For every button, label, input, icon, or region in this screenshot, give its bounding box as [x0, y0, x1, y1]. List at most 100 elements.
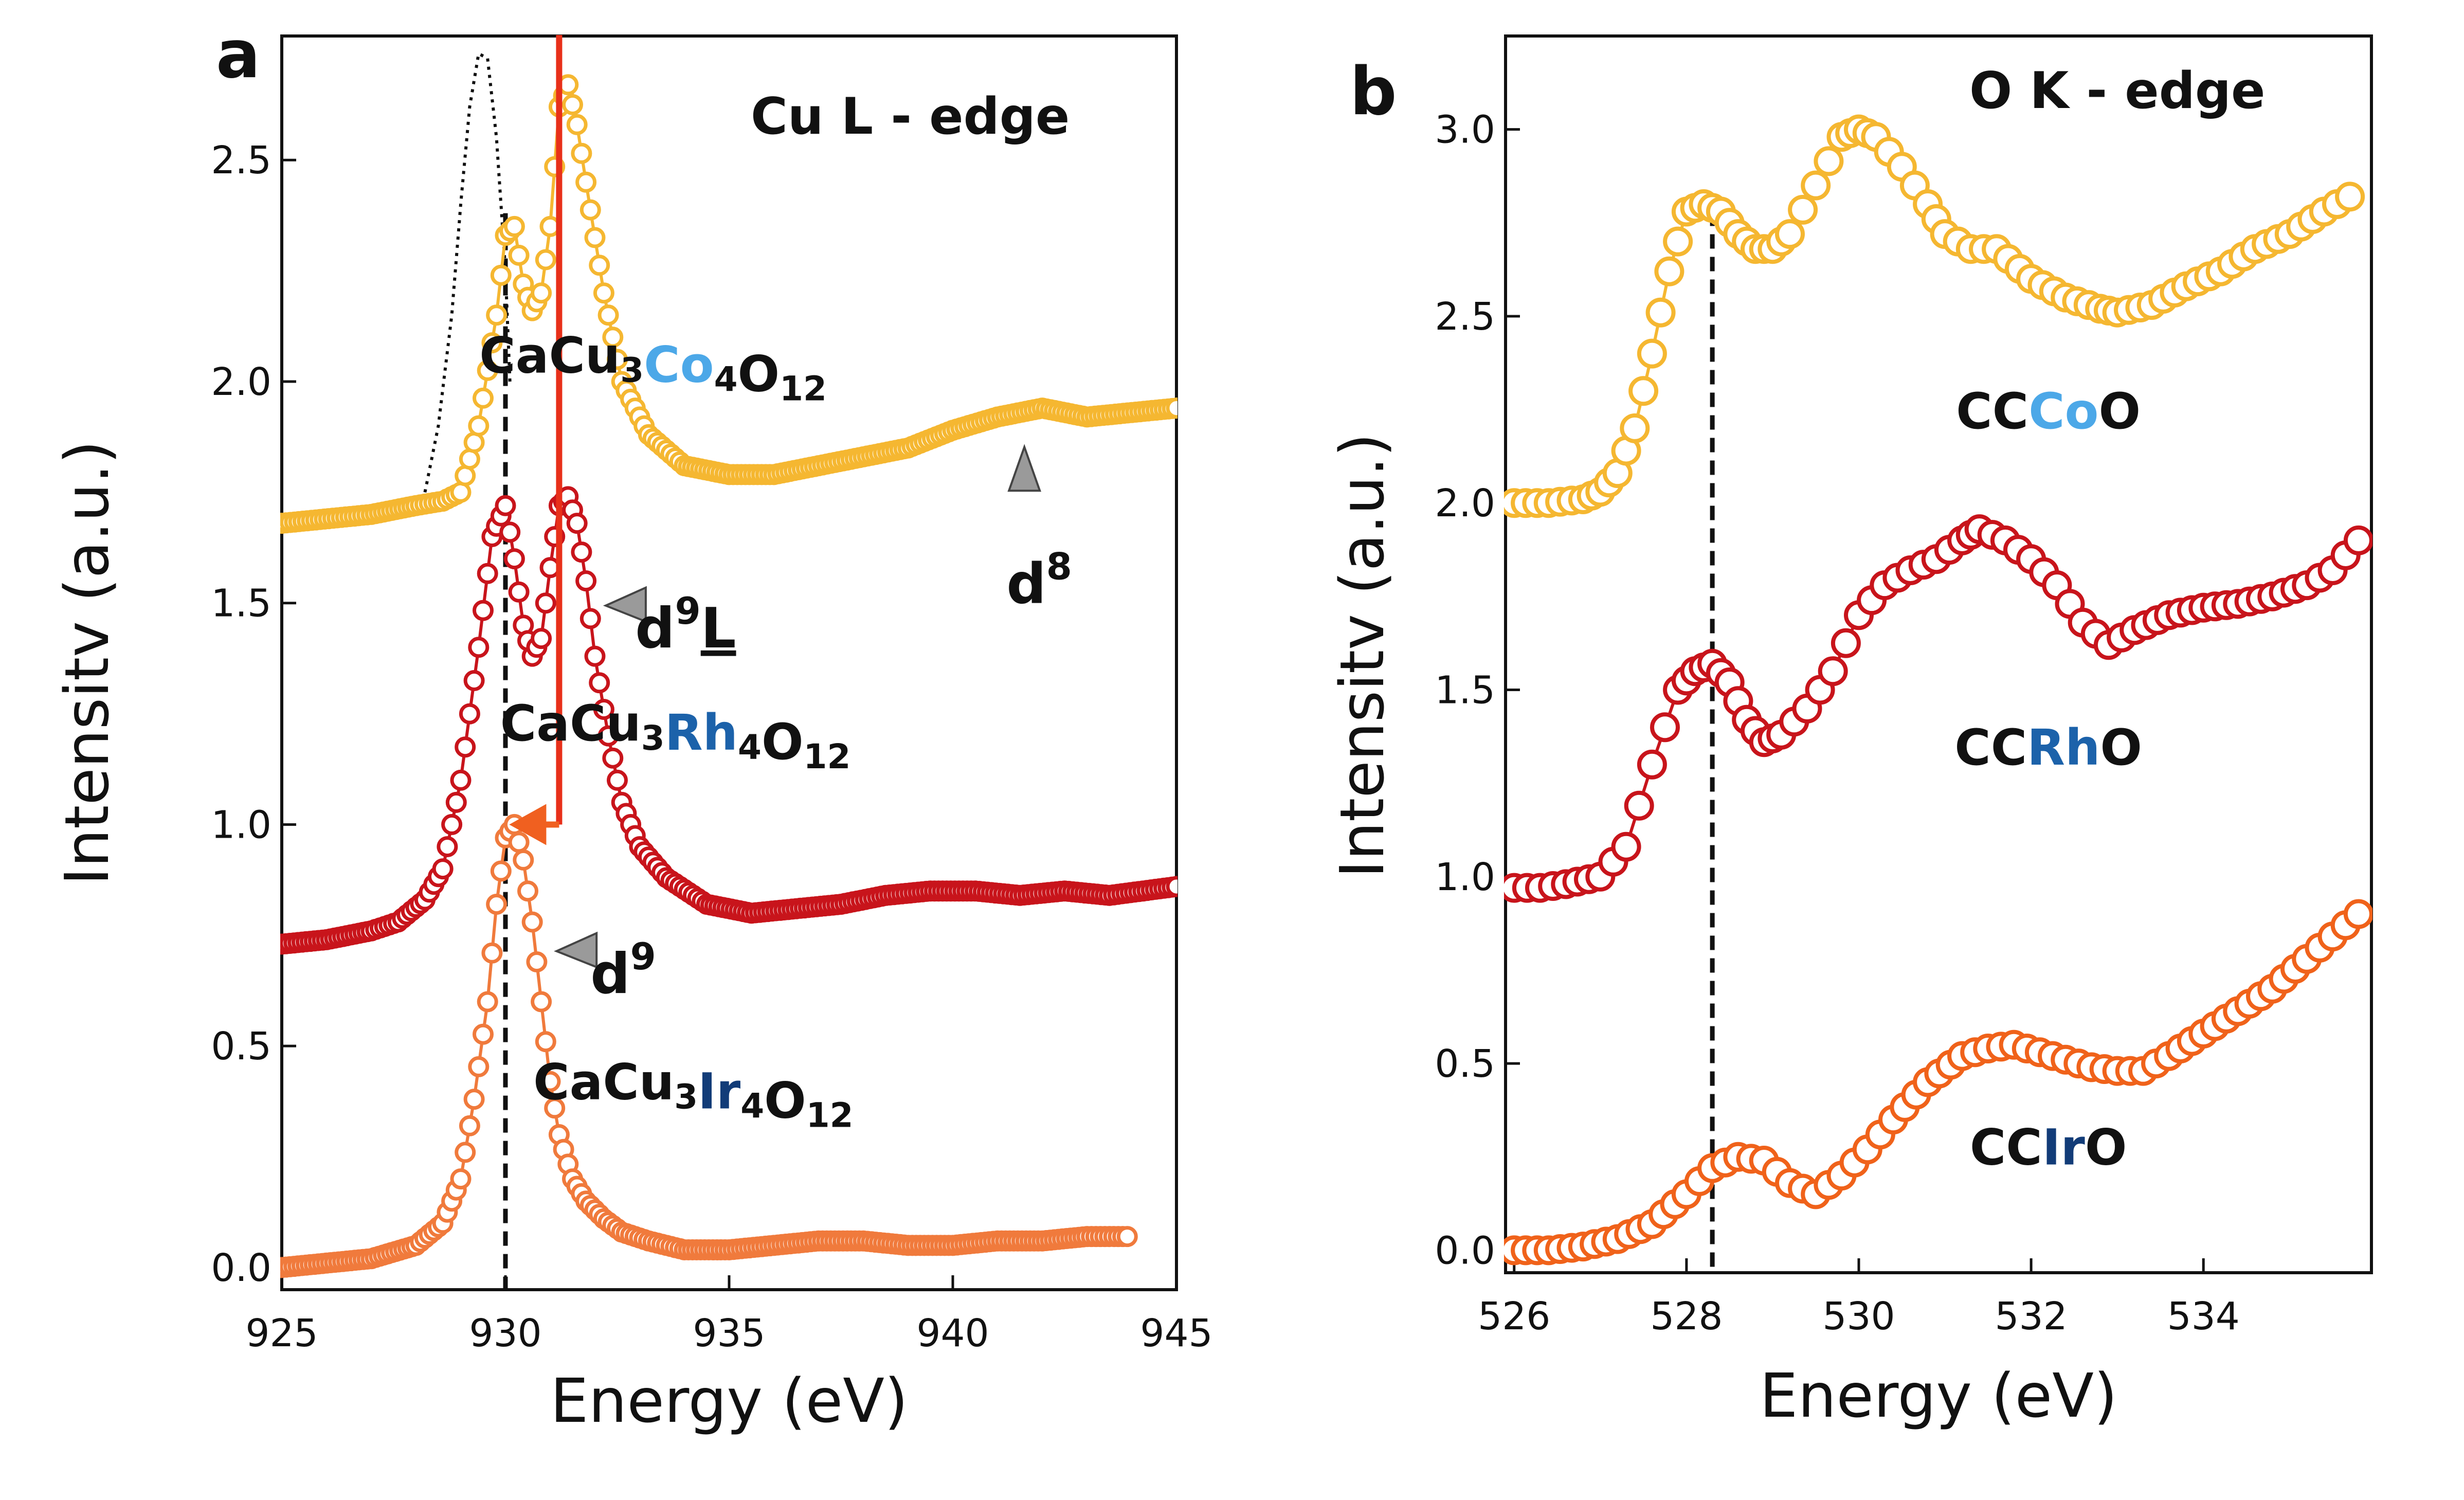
- b-data-point: [1637, 338, 1667, 369]
- b-sample-label-1: CCRhO: [1954, 719, 2142, 776]
- a-data-point: [607, 769, 628, 791]
- sample-labels-a: CaCu3Co4O12 CaCu3Rh4O12 CaCu3Ir4O12: [479, 327, 853, 1135]
- annotation-marker-1: [603, 586, 647, 623]
- a-data-point: [450, 769, 472, 791]
- a-data-point: [602, 327, 624, 348]
- a-data-point: [477, 563, 498, 584]
- a-data-point: [593, 699, 614, 720]
- a-data-point: [477, 359, 498, 381]
- a-data-point: [607, 349, 628, 370]
- a-ytick-label-2: 1.0: [211, 803, 271, 847]
- a-data-point: [526, 951, 548, 972]
- a-data-point: [531, 282, 552, 304]
- a-data-point: [584, 645, 606, 667]
- b-data-point: [1775, 219, 1805, 249]
- b-data-point: [1637, 749, 1667, 780]
- a-data-point: [450, 1168, 472, 1190]
- b-data-point: [1624, 790, 1654, 821]
- sample-labels-b: CCCoO CCRhO CCIrO: [1954, 383, 2142, 1176]
- a-xtick-label-3: 940: [916, 1311, 989, 1356]
- a-data-point: [508, 581, 530, 603]
- a-data-point: [441, 814, 463, 835]
- a-data-point: [513, 849, 534, 871]
- a-data-point: [459, 703, 480, 725]
- annotation-label-1: d9L: [635, 589, 736, 661]
- x-axis-ticks-b: 526 528 530 532 534: [1478, 1258, 2240, 1339]
- a-ytick-label-5: 2.5: [211, 138, 271, 183]
- a-data-point: [521, 911, 543, 933]
- a-sample-label-0: CaCu3Co4O12: [479, 327, 827, 409]
- a-sample-label-1: CaCu3Rh4O12: [500, 695, 851, 776]
- a-data-point: [531, 628, 552, 649]
- b-sample-label-0: CCCoO: [1956, 383, 2141, 440]
- b-series-1: [1504, 514, 2372, 903]
- a-data-point: [539, 1071, 561, 1092]
- b-ytick-label-1: 0.5: [1435, 1042, 1495, 1086]
- shift-arrow: [509, 35, 563, 845]
- b-data-point: [1801, 170, 1831, 201]
- b-ytick-label-6: 3.0: [1435, 108, 1495, 152]
- a-data-point: [495, 495, 516, 516]
- a-data-point: [531, 991, 552, 1013]
- b-data-point: [1818, 656, 1848, 686]
- a-data-point: [486, 894, 508, 915]
- a-data-point: [445, 791, 467, 813]
- b-series-line-1: [1514, 527, 2360, 890]
- b-data-point: [2335, 182, 2365, 212]
- b-data-point: [1663, 226, 1693, 257]
- reference-curve: [423, 51, 512, 493]
- b-data-point: [1831, 628, 1861, 658]
- y-axis-ticks-b: 0.0 0.5 1.0 1.5 2.0 2.5 3.0: [1435, 108, 1520, 1273]
- a-data-point: [463, 1089, 485, 1110]
- a-data-point: [597, 725, 619, 747]
- annotations-a: d8 d9L d9: [554, 444, 1072, 1006]
- a-data-point: [579, 199, 601, 221]
- a-data-point: [437, 836, 458, 857]
- a-data-point: [535, 1031, 556, 1053]
- a-data-point: [481, 942, 503, 964]
- a-data-point: [455, 1142, 476, 1163]
- a-data-point: [571, 541, 592, 563]
- a-data-point: [463, 670, 485, 691]
- b-xtick-label-0: 526: [1478, 1294, 1550, 1339]
- a-data-point: [450, 481, 472, 503]
- a-data-point: [589, 672, 610, 694]
- b-sample-label-2: CCIrO: [1970, 1118, 2127, 1176]
- a-data-point: [432, 858, 454, 880]
- annotation-label-2: d9: [590, 935, 656, 1006]
- a-data-point: [1166, 876, 1177, 897]
- plot-area-a: [280, 35, 1177, 1290]
- a-series-line-0: [281, 79, 1177, 525]
- a-data-point: [481, 332, 503, 354]
- series-group-b: [1504, 114, 2372, 1266]
- b-ytick-label-0: 0.0: [1435, 1228, 1495, 1273]
- x-axis-label-a: Energy (eV): [550, 1365, 908, 1436]
- x-axis-ticks-a: 925 930 935 940 945: [245, 1275, 1213, 1356]
- a-data-point: [566, 114, 588, 135]
- a-data-point: [597, 304, 619, 326]
- arrow-head: [509, 804, 547, 845]
- x-axis-label-b: Energy (eV): [1760, 1360, 2117, 1431]
- series-group-a: [280, 74, 1177, 1278]
- a-data-point: [575, 570, 597, 592]
- b-data-point: [1654, 256, 1684, 286]
- a-data-point: [473, 387, 494, 409]
- a-xtick-label-1: 930: [469, 1311, 541, 1356]
- b-xtick-label-4: 534: [2167, 1294, 2240, 1339]
- a-data-point: [459, 1115, 480, 1136]
- a-xtick-label-4: 945: [1140, 1311, 1212, 1356]
- a-data-point: [468, 637, 490, 658]
- a-data-point: [566, 513, 588, 534]
- chart-title-a: Cu L - edge: [751, 87, 1070, 146]
- a-data-point: [503, 215, 525, 237]
- a-series-0: [280, 74, 1177, 534]
- b-xtick-label-1: 528: [1650, 1294, 1723, 1339]
- panel-a: 0.0 0.5 1.0 1.5 2.0 2.5 925 930 935 940 945 d8 d9L…: [51, 16, 1213, 1436]
- y-axis-label-b: Intensitv (a.u.): [1327, 433, 1398, 878]
- a-data-point: [499, 521, 521, 543]
- a-ytick-label-3: 1.5: [211, 582, 271, 626]
- b-data-point: [1645, 297, 1676, 328]
- a-data-point: [579, 608, 601, 629]
- a-data-point: [486, 304, 508, 326]
